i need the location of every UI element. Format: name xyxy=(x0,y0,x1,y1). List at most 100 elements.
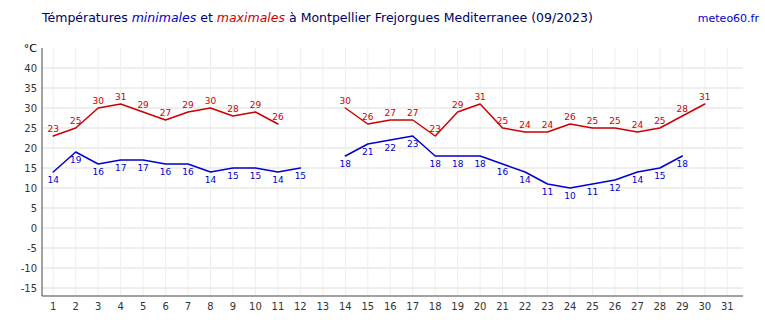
data-label: 12 xyxy=(609,183,620,193)
data-label: 24 xyxy=(519,120,531,130)
x-grid-line xyxy=(682,48,683,296)
y-tick-label: 40 xyxy=(24,63,37,74)
data-label: 24 xyxy=(542,120,554,130)
x-tick-label: 17 xyxy=(406,301,419,312)
data-label: 23 xyxy=(407,139,418,149)
x-axis-line xyxy=(42,296,743,297)
data-label: 27 xyxy=(160,108,171,118)
x-grid-line xyxy=(569,48,570,296)
x-tick-label: 12 xyxy=(294,301,307,312)
x-tick-label: 9 xyxy=(230,301,236,312)
data-label: 15 xyxy=(227,171,238,181)
x-grid-line xyxy=(345,48,346,296)
data-label: 28 xyxy=(677,104,689,114)
data-label: 28 xyxy=(227,104,239,114)
data-label: 29 xyxy=(182,100,194,110)
y-tick-label: 25 xyxy=(24,123,37,134)
title-part: et xyxy=(200,10,217,25)
data-label: 21 xyxy=(362,147,373,157)
data-label: 18 xyxy=(677,159,689,169)
data-label: 29 xyxy=(137,100,149,110)
x-grid-line xyxy=(614,48,615,296)
data-label: 19 xyxy=(70,155,82,165)
x-tick-label: 14 xyxy=(339,301,352,312)
x-tick-label: 7 xyxy=(185,301,191,312)
data-label: 16 xyxy=(497,167,509,177)
x-tick-label: 5 xyxy=(140,301,146,312)
data-label: 14 xyxy=(272,175,284,185)
x-tick-label: 6 xyxy=(162,301,168,312)
data-label: 31 xyxy=(699,92,710,102)
data-label: 27 xyxy=(407,108,418,118)
x-tick-label: 29 xyxy=(676,301,689,312)
x-tick-label: 31 xyxy=(721,301,734,312)
y-tick-label: 0 xyxy=(31,223,37,234)
data-label: 31 xyxy=(474,92,485,102)
data-label: 16 xyxy=(160,167,172,177)
data-label: 14 xyxy=(48,175,60,185)
title-part: Mediterranee xyxy=(444,10,531,25)
x-tick-label: 2 xyxy=(73,301,79,312)
data-label: 16 xyxy=(182,167,194,177)
x-tick-label: 24 xyxy=(564,301,577,312)
title-part: Montpellier xyxy=(301,10,375,25)
data-labels: 1419161717161614151514151821222318181816… xyxy=(48,92,711,201)
data-label: 30 xyxy=(340,96,352,106)
x-tick-label: 11 xyxy=(272,301,285,312)
data-label: 30 xyxy=(205,96,217,106)
x-tick-label: 8 xyxy=(207,301,213,312)
x-tick-label: 19 xyxy=(451,301,464,312)
data-label: 14 xyxy=(519,175,531,185)
data-label: 25 xyxy=(609,116,620,126)
x-tick-label: 10 xyxy=(249,301,262,312)
data-label: 24 xyxy=(632,120,644,130)
data-label: 30 xyxy=(92,96,104,106)
y-tick-label: 20 xyxy=(24,143,37,154)
x-grid-line xyxy=(547,48,548,296)
data-label: 18 xyxy=(452,159,464,169)
x-tick-label: 15 xyxy=(361,301,374,312)
y-tick-label: 5 xyxy=(31,203,37,214)
y-tick-label: 10 xyxy=(24,183,37,194)
chart: -15-10-505101520253035401234567891011121… xyxy=(0,0,765,320)
x-tick-label: 1 xyxy=(50,301,56,312)
x-tick-label: 3 xyxy=(95,301,101,312)
x-grid-line xyxy=(322,48,323,296)
x-tick-label: 25 xyxy=(586,301,599,312)
x-tick-label: 18 xyxy=(429,301,442,312)
y-tick-label: -15 xyxy=(21,283,37,294)
data-label: 17 xyxy=(115,163,126,173)
x-tick-label: 21 xyxy=(496,301,509,312)
x-tick-label: 22 xyxy=(519,301,532,312)
x-tick-label: 28 xyxy=(654,301,667,312)
x-tick-label: 16 xyxy=(384,301,397,312)
series-line xyxy=(53,104,705,136)
data-label: 15 xyxy=(295,171,306,181)
y-tick-label: 15 xyxy=(24,163,37,174)
data-label: 23 xyxy=(429,124,440,134)
x-tick-label: 13 xyxy=(316,301,329,312)
data-label: 11 xyxy=(542,187,553,197)
title-part: maximales xyxy=(217,10,289,25)
data-label: 14 xyxy=(205,175,217,185)
data-label: 31 xyxy=(115,92,126,102)
y-tick-label: 30 xyxy=(24,103,37,114)
data-label: 26 xyxy=(564,112,576,122)
title-part: à xyxy=(289,10,301,25)
x-tick-label: 23 xyxy=(541,301,554,312)
x-grid-line xyxy=(592,48,593,296)
data-label: 17 xyxy=(137,163,148,173)
data-label: 26 xyxy=(272,112,284,122)
x-tick-label: 27 xyxy=(631,301,644,312)
x-grid-line xyxy=(412,48,413,296)
data-label: 25 xyxy=(497,116,508,126)
x-grid-line xyxy=(367,48,368,296)
data-label: 18 xyxy=(429,159,441,169)
lines xyxy=(53,104,705,188)
data-label: 25 xyxy=(70,116,81,126)
data-label: 29 xyxy=(452,100,464,110)
x-grid-line xyxy=(75,48,76,296)
data-label: 25 xyxy=(587,116,598,126)
tick-labels: -15-10-505101520253035401234567891011121… xyxy=(21,63,734,313)
y-tick-label: 35 xyxy=(24,83,37,94)
